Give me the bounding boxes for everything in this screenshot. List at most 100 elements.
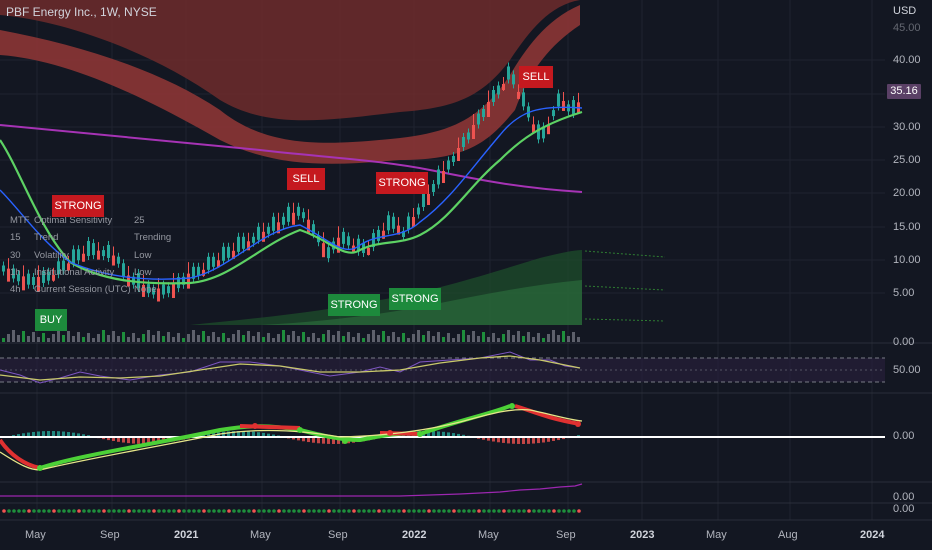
volume-bar — [462, 330, 465, 342]
price-tick-label: 10.00 — [893, 254, 921, 266]
volume-bar — [532, 337, 535, 342]
pane5-dot — [237, 509, 241, 513]
candle-body — [477, 113, 480, 125]
macd-hist-bar — [72, 432, 75, 438]
macd-hist-bar — [332, 437, 335, 444]
pane5-dot — [282, 509, 286, 513]
candle-body — [482, 109, 485, 117]
volume-bar — [577, 337, 580, 342]
pane5-dot — [102, 509, 106, 513]
info-cell: Trend — [34, 232, 59, 244]
macd-hist-bar — [257, 432, 260, 438]
volume-bar — [242, 335, 245, 342]
candle-body — [387, 215, 390, 231]
pane5-dot — [192, 509, 196, 513]
pane5-dot — [462, 509, 466, 513]
volume-bar — [292, 331, 295, 342]
macd-hist-bar — [427, 431, 430, 438]
pane5-dot — [247, 509, 251, 513]
candle-body — [357, 238, 360, 252]
macd-hist-bar — [237, 431, 240, 438]
macd-hist-bar — [502, 437, 505, 443]
volume-bar — [112, 331, 115, 342]
pane5-dot — [122, 509, 126, 513]
macd-hist-bar — [57, 431, 60, 438]
candle-body — [407, 216, 410, 230]
blue-line — [0, 106, 583, 280]
volume-bar — [177, 333, 180, 342]
pane5-dot — [547, 509, 551, 513]
volume-bar — [517, 331, 520, 342]
pane5-dot — [332, 509, 336, 513]
pane5-dot — [2, 509, 6, 513]
pane5-dot — [32, 509, 36, 513]
macd-hist-bar — [312, 437, 315, 443]
candle-body — [192, 266, 195, 279]
candle-body — [22, 276, 25, 291]
candle-body — [82, 253, 85, 262]
volume-bar — [17, 335, 20, 342]
candle-body — [107, 244, 110, 258]
volume-bar — [12, 330, 15, 342]
pane5-dot — [147, 509, 151, 513]
pane5-dot — [537, 509, 541, 513]
pane5-dot — [342, 509, 346, 513]
macd-hist-bar — [507, 437, 510, 444]
candle-body — [62, 260, 65, 271]
macd-hist-bar — [42, 431, 45, 438]
macd-hist-bar — [147, 437, 150, 444]
pane5-dot — [212, 509, 216, 513]
symbol-title[interactable]: PBF Energy Inc., 1W, NYSE — [6, 5, 157, 19]
volume-bar — [167, 332, 170, 342]
volume-bar — [282, 330, 285, 342]
pane5-dot — [552, 509, 556, 513]
volume-bar — [137, 338, 140, 342]
macd-cross-dot — [387, 430, 393, 436]
pane5-dot — [127, 509, 131, 513]
pane5-dot — [77, 509, 81, 513]
volume-bar — [352, 337, 355, 342]
pane5-dot — [252, 509, 256, 513]
candle-body — [232, 250, 235, 259]
candle-body — [427, 194, 430, 205]
candle-body — [217, 260, 220, 268]
pane5-dot — [57, 509, 61, 513]
candle-body — [532, 124, 535, 133]
volume-bar — [197, 335, 200, 342]
pane5-dot — [167, 509, 171, 513]
candle-body — [207, 256, 210, 270]
volume-bar — [402, 333, 405, 342]
candle-body — [342, 231, 345, 244]
pane5-dot — [172, 509, 176, 513]
pane5-dot — [322, 509, 326, 513]
macd-hist-bar — [437, 431, 440, 438]
pane5-dot — [497, 509, 501, 513]
candle-body — [97, 250, 100, 260]
volume-bar — [542, 338, 545, 342]
volume-bar — [87, 333, 90, 342]
info-row: 30 Volatility Low — [10, 247, 174, 264]
candle-body — [492, 90, 495, 102]
macd-hist-bar — [247, 431, 250, 438]
volume-bar — [507, 330, 510, 342]
macd-axis-label: 0.00 — [893, 430, 915, 442]
resistance-cloud — [0, 0, 580, 121]
volume-bar — [267, 333, 270, 342]
pane5-dot — [422, 509, 426, 513]
volume-bar — [467, 335, 470, 342]
candle-body — [457, 148, 460, 161]
macd-hist-bar — [32, 431, 35, 438]
candle-body — [452, 156, 455, 162]
volume-bar — [57, 330, 60, 342]
volume-bar — [202, 331, 205, 342]
macd-hist-bar — [532, 437, 535, 444]
candle-body — [12, 268, 15, 279]
pane5-dot — [372, 509, 376, 513]
candle-body — [47, 271, 50, 281]
candle-body — [397, 225, 400, 235]
volume-bar — [557, 335, 560, 342]
macd-hist-bar — [242, 431, 245, 438]
volume-bar — [232, 334, 235, 342]
pane5-dot — [17, 509, 21, 513]
